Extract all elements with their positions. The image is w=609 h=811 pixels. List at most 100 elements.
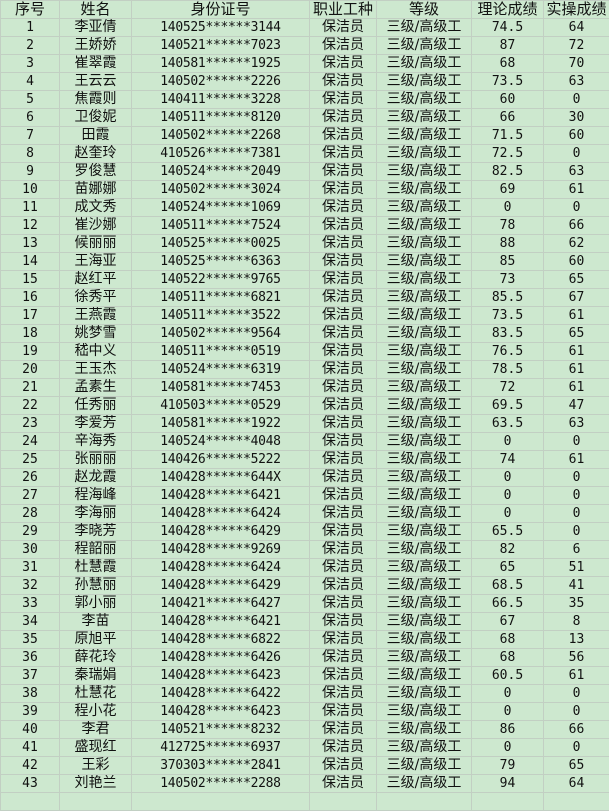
cell-theory-score[interactable]: 67 (472, 613, 544, 631)
cell-practical-score[interactable]: 61 (544, 451, 609, 469)
cell-name[interactable]: 盛现红 (60, 739, 132, 757)
cell-name[interactable]: 李海丽 (60, 505, 132, 523)
cell-index[interactable]: 27 (1, 487, 60, 505)
cell-level[interactable]: 三级/高级工 (377, 163, 472, 181)
cell-index[interactable]: 14 (1, 253, 60, 271)
cell-name[interactable]: 姚梦雪 (60, 325, 132, 343)
cell-theory-score[interactable]: 68.5 (472, 577, 544, 595)
cell-id-number[interactable]: 140426******5222 (132, 451, 310, 469)
cell-level[interactable]: 三级/高级工 (377, 523, 472, 541)
cell-theory-score[interactable]: 82 (472, 541, 544, 559)
cell-theory-score[interactable]: 0 (472, 703, 544, 721)
cell-id-number[interactable]: 410526******7381 (132, 145, 310, 163)
cell-theory-score[interactable]: 0 (472, 505, 544, 523)
cell-name[interactable]: 王玉杰 (60, 361, 132, 379)
cell-index[interactable]: 7 (1, 127, 60, 145)
cell-theory-score[interactable]: 76.5 (472, 343, 544, 361)
cell-name[interactable]: 苗娜娜 (60, 181, 132, 199)
cell-practical-score[interactable]: 65 (544, 271, 609, 289)
cell-level[interactable]: 三级/高级工 (377, 577, 472, 595)
cell-theory-score[interactable]: 0 (472, 469, 544, 487)
cell-id-number[interactable]: 140428******6421 (132, 613, 310, 631)
cell-level[interactable]: 三级/高级工 (377, 325, 472, 343)
cell-theory-score[interactable]: 85 (472, 253, 544, 271)
cell-level[interactable]: 三级/高级工 (377, 775, 472, 793)
cell-name[interactable]: 郭小丽 (60, 595, 132, 613)
cell-occupation[interactable]: 保洁员 (310, 523, 377, 541)
cell-theory-score[interactable]: 79 (472, 757, 544, 775)
cell-theory-score[interactable]: 72 (472, 379, 544, 397)
cell-index[interactable]: 28 (1, 505, 60, 523)
cell-theory-score[interactable]: 73.5 (472, 307, 544, 325)
cell-name[interactable]: 焦霞则 (60, 91, 132, 109)
cell-practical-score[interactable]: 66 (544, 721, 609, 739)
cell-index[interactable]: 35 (1, 631, 60, 649)
cell-id-number[interactable]: 140525******0025 (132, 235, 310, 253)
cell-level[interactable]: 三级/高级工 (377, 289, 472, 307)
cell-occupation[interactable]: 保洁员 (310, 649, 377, 667)
cell-name[interactable]: 王燕霞 (60, 307, 132, 325)
cell-practical-score[interactable]: 13 (544, 631, 609, 649)
cell-id-number[interactable]: 140524******4048 (132, 433, 310, 451)
cell-name[interactable]: 王娇娇 (60, 37, 132, 55)
cell-level[interactable]: 三级/高级工 (377, 631, 472, 649)
empty-cell[interactable] (377, 793, 472, 811)
cell-practical-score[interactable]: 66 (544, 217, 609, 235)
cell-id-number[interactable]: 140524******2049 (132, 163, 310, 181)
cell-id-number[interactable]: 140525******3144 (132, 19, 310, 37)
header-col-name[interactable]: 姓名 (60, 1, 132, 19)
cell-index[interactable]: 41 (1, 739, 60, 757)
cell-level[interactable]: 三级/高级工 (377, 487, 472, 505)
cell-index[interactable]: 24 (1, 433, 60, 451)
cell-practical-score[interactable]: 61 (544, 343, 609, 361)
cell-practical-score[interactable]: 61 (544, 379, 609, 397)
cell-index[interactable]: 31 (1, 559, 60, 577)
cell-occupation[interactable]: 保洁员 (310, 577, 377, 595)
cell-level[interactable]: 三级/高级工 (377, 433, 472, 451)
cell-index[interactable]: 13 (1, 235, 60, 253)
cell-name[interactable]: 李君 (60, 721, 132, 739)
cell-theory-score[interactable]: 78.5 (472, 361, 544, 379)
cell-level[interactable]: 三级/高级工 (377, 739, 472, 757)
cell-theory-score[interactable]: 88 (472, 235, 544, 253)
cell-occupation[interactable]: 保洁员 (310, 325, 377, 343)
cell-practical-score[interactable]: 41 (544, 577, 609, 595)
cell-level[interactable]: 三级/高级工 (377, 73, 472, 91)
cell-practical-score[interactable]: 0 (544, 433, 609, 451)
cell-level[interactable]: 三级/高级工 (377, 667, 472, 685)
cell-id-number[interactable]: 140428******6424 (132, 559, 310, 577)
cell-index[interactable]: 3 (1, 55, 60, 73)
empty-cell[interactable] (472, 793, 544, 811)
cell-practical-score[interactable]: 35 (544, 595, 609, 613)
cell-occupation[interactable]: 保洁员 (310, 109, 377, 127)
cell-level[interactable]: 三级/高级工 (377, 469, 472, 487)
cell-level[interactable]: 三级/高级工 (377, 613, 472, 631)
cell-id-number[interactable]: 410503******0529 (132, 397, 310, 415)
cell-practical-score[interactable]: 63 (544, 73, 609, 91)
cell-theory-score[interactable]: 60 (472, 91, 544, 109)
cell-theory-score[interactable]: 63.5 (472, 415, 544, 433)
cell-practical-score[interactable]: 63 (544, 415, 609, 433)
cell-practical-score[interactable]: 51 (544, 559, 609, 577)
cell-level[interactable]: 三级/高级工 (377, 253, 472, 271)
cell-name[interactable]: 嵇中义 (60, 343, 132, 361)
cell-occupation[interactable]: 保洁员 (310, 613, 377, 631)
cell-name[interactable]: 张丽丽 (60, 451, 132, 469)
cell-occupation[interactable]: 保洁员 (310, 19, 377, 37)
cell-level[interactable]: 三级/高级工 (377, 343, 472, 361)
cell-index[interactable]: 22 (1, 397, 60, 415)
cell-level[interactable]: 三级/高级工 (377, 91, 472, 109)
cell-index[interactable]: 43 (1, 775, 60, 793)
cell-id-number[interactable]: 140502******9564 (132, 325, 310, 343)
cell-id-number[interactable]: 140581******7453 (132, 379, 310, 397)
cell-name[interactable]: 王彩 (60, 757, 132, 775)
cell-id-number[interactable]: 140511******8120 (132, 109, 310, 127)
cell-theory-score[interactable]: 73 (472, 271, 544, 289)
cell-index[interactable]: 33 (1, 595, 60, 613)
cell-id-number[interactable]: 140525******6363 (132, 253, 310, 271)
cell-name[interactable]: 李亚倩 (60, 19, 132, 37)
cell-level[interactable]: 三级/高级工 (377, 451, 472, 469)
cell-id-number[interactable]: 140502******2226 (132, 73, 310, 91)
cell-id-number[interactable]: 140524******1069 (132, 199, 310, 217)
cell-index[interactable]: 2 (1, 37, 60, 55)
